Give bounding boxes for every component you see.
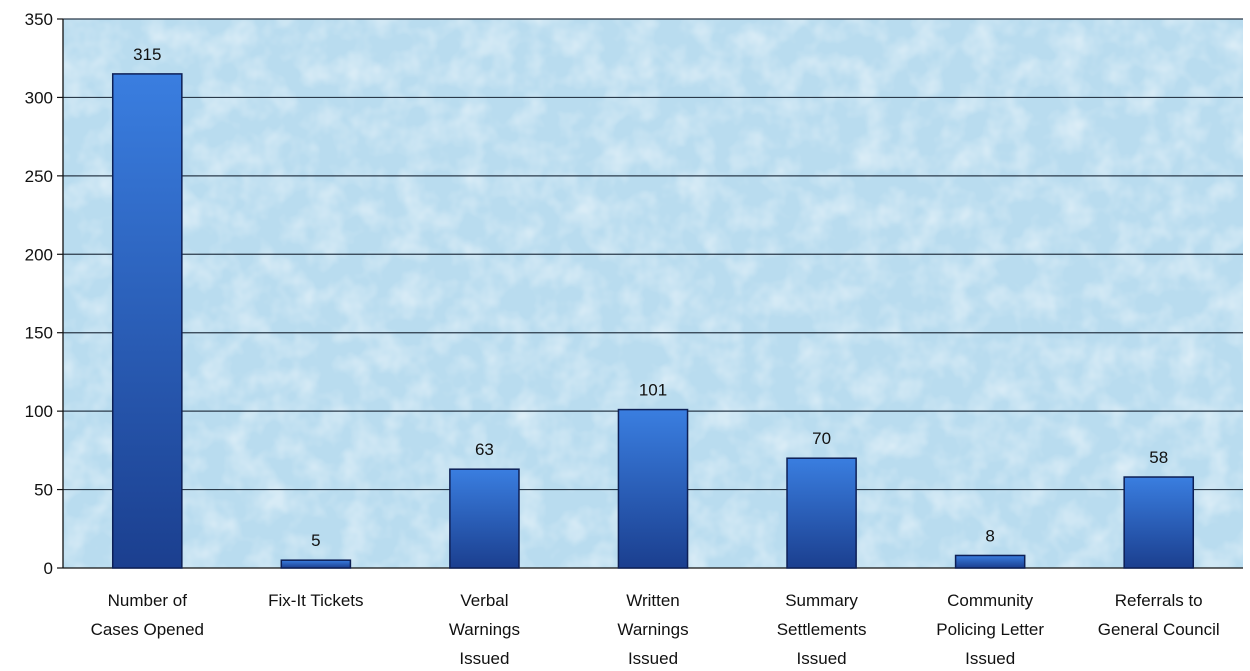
bar [111,73,183,569]
y-tick-label: 0 [44,559,53,578]
y-tick-label: 300 [25,88,53,107]
data-label: 8 [985,526,994,545]
y-tick-label: 200 [25,245,53,264]
axes: 0 50 100 150 200 250 300 350 [25,10,1243,578]
data-label: 70 [812,429,831,448]
y-tick-label: 100 [25,402,53,421]
data-label: 101 [639,381,667,400]
bar [449,468,520,569]
bar [280,559,352,569]
y-tick-label: 150 [25,324,53,343]
x-tick-label: Written Warnings Issued [617,591,688,668]
data-label: 315 [133,45,161,64]
bar [1123,476,1195,569]
data-label: 58 [1149,448,1168,467]
x-tick-label: Summary Settlements Issued [777,591,867,668]
x-tick-label: Community Policing Letter Issued [936,591,1044,668]
y-tick-label: 50 [34,481,53,500]
bar [954,554,1026,569]
gridlines [63,18,1243,491]
data-label: 5 [311,531,320,550]
x-tick-label: Fix-It Tickets [268,591,363,610]
bars [111,73,1195,569]
data-label: 63 [475,440,494,459]
x-tick-label: Number of Cases Opened [91,591,204,639]
y-tick-label: 350 [25,10,53,29]
bar [786,457,857,569]
y-tick-label: 250 [25,167,53,186]
x-tick-label: Referrals to General Council [1098,591,1220,639]
x-tick-label: Verbal Warnings Issued [449,591,520,668]
category-labels: Number of Cases Opened Fix-It Tickets Verba… [91,591,1220,668]
data-labels: 315 5 63 101 70 8 58 [133,45,1168,550]
bar [617,408,689,569]
